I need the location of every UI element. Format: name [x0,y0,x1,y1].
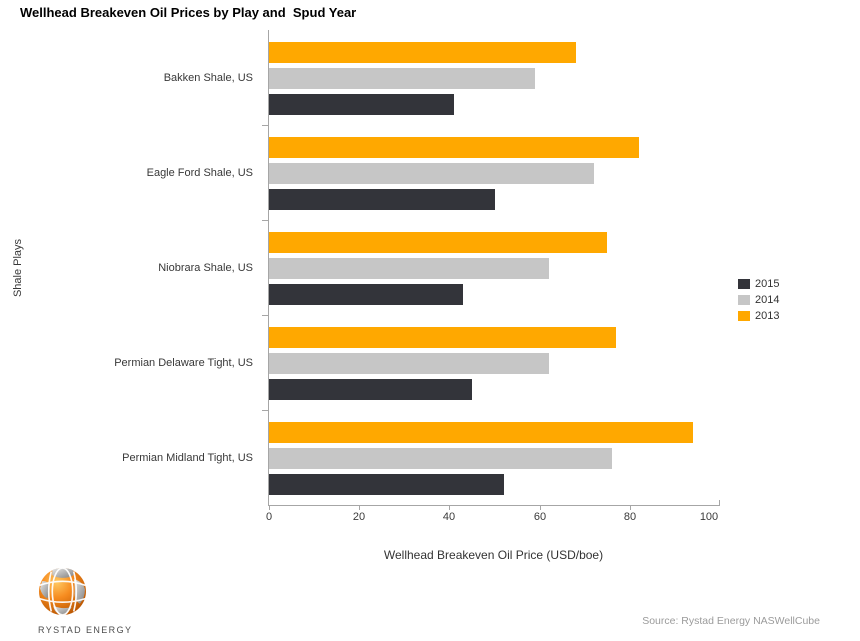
rystad-logo-text: RYSTAD ENERGY [38,625,133,635]
bar-2013-3 [269,232,607,253]
chart-title: Wellhead Breakeven Oil Prices by Play an… [20,5,357,20]
bar-2013-2 [269,137,639,158]
y-axis-tick [262,220,268,221]
bar-group [269,30,720,125]
x-axis-tick-label: 20 [352,511,366,523]
bar-group [269,220,720,315]
bar-2015-2 [269,189,495,210]
legend: 2015 2014 2013 [738,276,779,324]
x-axis-tick-label: 80 [623,511,637,523]
bar-2013-1 [269,42,576,63]
x-axis-tick [719,500,720,506]
bar-2013-4 [269,327,616,348]
legend-item-2013: 2013 [738,308,779,323]
legend-swatch [738,310,750,321]
category-label: Niobrara Shale, US [158,261,253,274]
legend-item-2015: 2015 [738,276,779,291]
bar-group [269,315,720,410]
x-axis-tick-label: 60 [533,511,547,523]
x-axis-tick [269,505,270,510]
y-axis-tick [262,125,268,126]
x-axis-tick-label: 100 [699,511,719,523]
x-axis-tick [540,505,541,510]
bar-group [269,410,720,505]
legend-swatch [738,294,750,305]
category-label: Eagle Ford Shale, US [146,166,253,179]
bar-2013-5 [269,422,693,443]
rystad-globe-icon [39,567,86,616]
x-axis-title: Wellhead Breakeven Oil Price (USD/boe) [383,548,604,562]
legend-item-2014: 2014 [738,292,779,307]
bar-2014-4 [269,353,549,374]
bar-2014-3 [269,258,549,279]
bar-2015-4 [269,379,472,400]
x-axis-tick-label: 40 [442,511,456,523]
rystad-logo: RYSTAD ENERGY [38,567,148,635]
source-note: Source: Rystad Energy NASWellCube [642,615,820,627]
bar-2015-3 [269,284,463,305]
y-axis-tick [262,315,268,316]
category-label: Permian Delaware Tight, US [114,356,253,369]
legend-label: 2014 [755,293,780,306]
bar-2015-1 [269,94,454,115]
x-axis-tick-label: 0 [265,511,273,523]
bar-group [269,125,720,220]
x-axis-tick [630,505,631,510]
plot-area: 0 20 40 60 80 100 [262,30,720,523]
x-axis-tick [449,505,450,510]
bar-2014-5 [269,448,612,469]
y-axis-tick [262,410,268,411]
category-label: Permian Midland Tight, US [122,451,253,464]
legend-swatch [738,278,750,289]
bar-2014-1 [269,68,535,89]
bar-2015-5 [269,474,504,495]
x-axis-tick [359,505,360,510]
legend-label: 2013 [755,309,780,322]
bar-2014-2 [269,163,594,184]
legend-label: 2015 [755,277,780,290]
category-label: Bakken Shale, US [163,71,253,84]
